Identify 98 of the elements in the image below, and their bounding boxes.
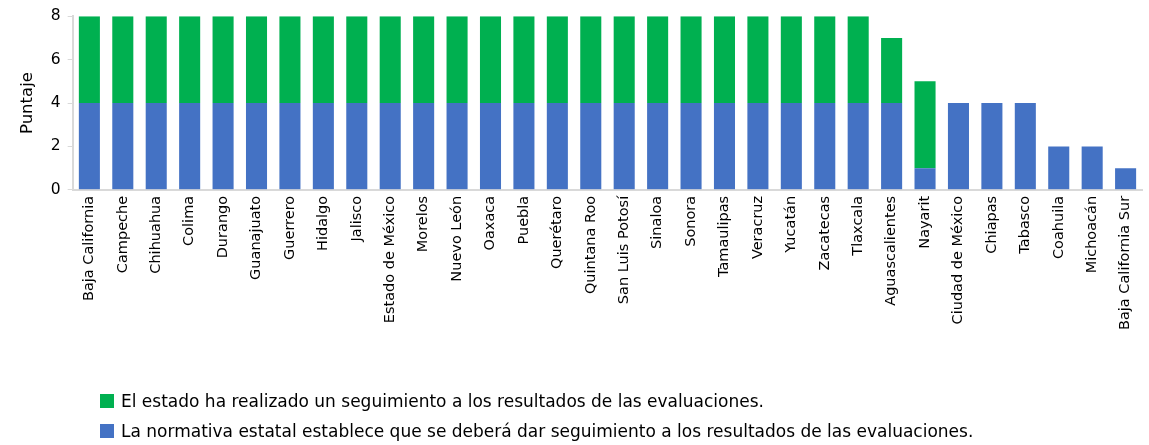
x-tick-label: Jalisco xyxy=(347,195,364,243)
x-tick-label: Chihuahua xyxy=(146,195,163,274)
bar xyxy=(613,16,635,104)
bar xyxy=(680,16,702,104)
bar xyxy=(513,103,535,190)
x-tick-label: Campeche xyxy=(113,195,130,274)
bar xyxy=(914,81,936,169)
bar xyxy=(78,103,100,190)
x-tick-label: Quintana Roo xyxy=(581,195,598,295)
bar xyxy=(312,16,334,104)
bar xyxy=(112,103,134,190)
bar xyxy=(580,16,602,104)
bar xyxy=(112,16,134,104)
y-tick-label: 6 xyxy=(50,49,61,68)
x-tick-label: Sonora xyxy=(681,195,698,247)
x-tick-label: Veracruz xyxy=(748,195,765,260)
x-tick-label: Colima xyxy=(180,195,197,246)
bar xyxy=(847,103,869,190)
bar xyxy=(279,16,301,104)
x-tick-label: Baja California xyxy=(80,195,97,302)
bar xyxy=(346,16,368,104)
bar xyxy=(279,103,301,190)
bar xyxy=(346,103,368,190)
bar xyxy=(1014,103,1036,190)
bar xyxy=(379,103,401,190)
bar xyxy=(580,103,602,190)
x-tick-label: Zacatecas xyxy=(815,195,832,271)
bar xyxy=(546,103,568,190)
x-tick-label: Durango xyxy=(213,195,230,259)
x-tick-label: Tabasco xyxy=(1016,195,1033,255)
bar xyxy=(647,16,669,104)
x-tick-label: Puebla xyxy=(514,195,531,245)
x-tick-label: Chiapas xyxy=(982,195,999,254)
bar xyxy=(212,103,234,190)
bar xyxy=(647,103,669,190)
bar xyxy=(1115,168,1137,190)
x-tick-label: Nuevo León xyxy=(447,195,464,282)
bar xyxy=(814,16,836,104)
bar xyxy=(78,16,100,104)
x-tick-label: Aguascalientes xyxy=(882,195,899,306)
bar xyxy=(446,16,468,104)
bar xyxy=(713,103,736,190)
x-tick-label: Nayarit xyxy=(915,195,932,249)
bar xyxy=(680,103,702,190)
bar xyxy=(914,168,936,190)
bar xyxy=(1048,146,1070,190)
bar xyxy=(847,16,869,104)
x-tick-label: Sinaloa xyxy=(648,195,665,249)
legend-label: La normativa estatal establece que se deberá dar seguimiento a los resultados de las evaluaciones. xyxy=(121,420,974,442)
bar xyxy=(881,37,903,104)
bar xyxy=(881,103,903,190)
x-tick-label: Yucatán xyxy=(782,195,799,254)
bar xyxy=(379,16,401,104)
x-tick-label: Baja California Sur xyxy=(1116,195,1133,331)
bar xyxy=(312,103,334,190)
bar xyxy=(413,16,435,104)
bar xyxy=(513,16,535,104)
y-tick-label: 2 xyxy=(50,136,61,155)
x-tick-label: Michoacán xyxy=(1082,195,1099,274)
x-tick-label: Tamaulipas xyxy=(715,195,732,279)
x-tick-label: Coahuila xyxy=(1049,195,1066,260)
bar xyxy=(947,103,969,190)
bar xyxy=(145,16,167,104)
bar xyxy=(780,103,802,190)
x-tick-label: Estado de México xyxy=(380,195,397,324)
bar xyxy=(179,16,201,104)
y-tick-label: 0 xyxy=(50,179,61,198)
legend-label: El estado ha realizado un seguimiento a los resultados de las evaluaciones. xyxy=(121,390,764,412)
bar xyxy=(613,103,635,190)
y-tick-label: 8 xyxy=(50,6,61,25)
bar xyxy=(413,103,435,190)
bar xyxy=(1081,146,1103,190)
bar xyxy=(245,16,268,104)
bar xyxy=(546,16,568,104)
bar xyxy=(179,103,201,190)
bar xyxy=(747,103,769,190)
bar xyxy=(212,16,234,104)
bar xyxy=(814,103,836,190)
x-tick-label: San Luis Potosí xyxy=(614,194,631,305)
x-tick-label: Guerrero xyxy=(280,195,297,260)
x-tick-label: Ciudad de México xyxy=(949,195,966,325)
x-tick-label: Querétaro xyxy=(548,195,565,270)
bar xyxy=(245,103,268,190)
x-tick-label: Morelos xyxy=(414,195,431,253)
bar xyxy=(747,16,769,104)
bar xyxy=(479,16,502,104)
bar xyxy=(780,16,802,104)
x-tick-label: Oaxaca xyxy=(481,195,498,251)
bar xyxy=(981,103,1003,190)
x-tick-label: Guanajuato xyxy=(247,195,264,280)
x-tick-label: Tlaxcala xyxy=(848,195,865,257)
y-tick-label: 4 xyxy=(50,93,61,112)
bar xyxy=(479,103,502,190)
bar xyxy=(446,103,468,190)
y-axis-title: Puntaje xyxy=(17,72,37,135)
x-tick-label: Hidalgo xyxy=(314,195,331,251)
bar xyxy=(145,103,167,190)
bar xyxy=(713,16,736,104)
